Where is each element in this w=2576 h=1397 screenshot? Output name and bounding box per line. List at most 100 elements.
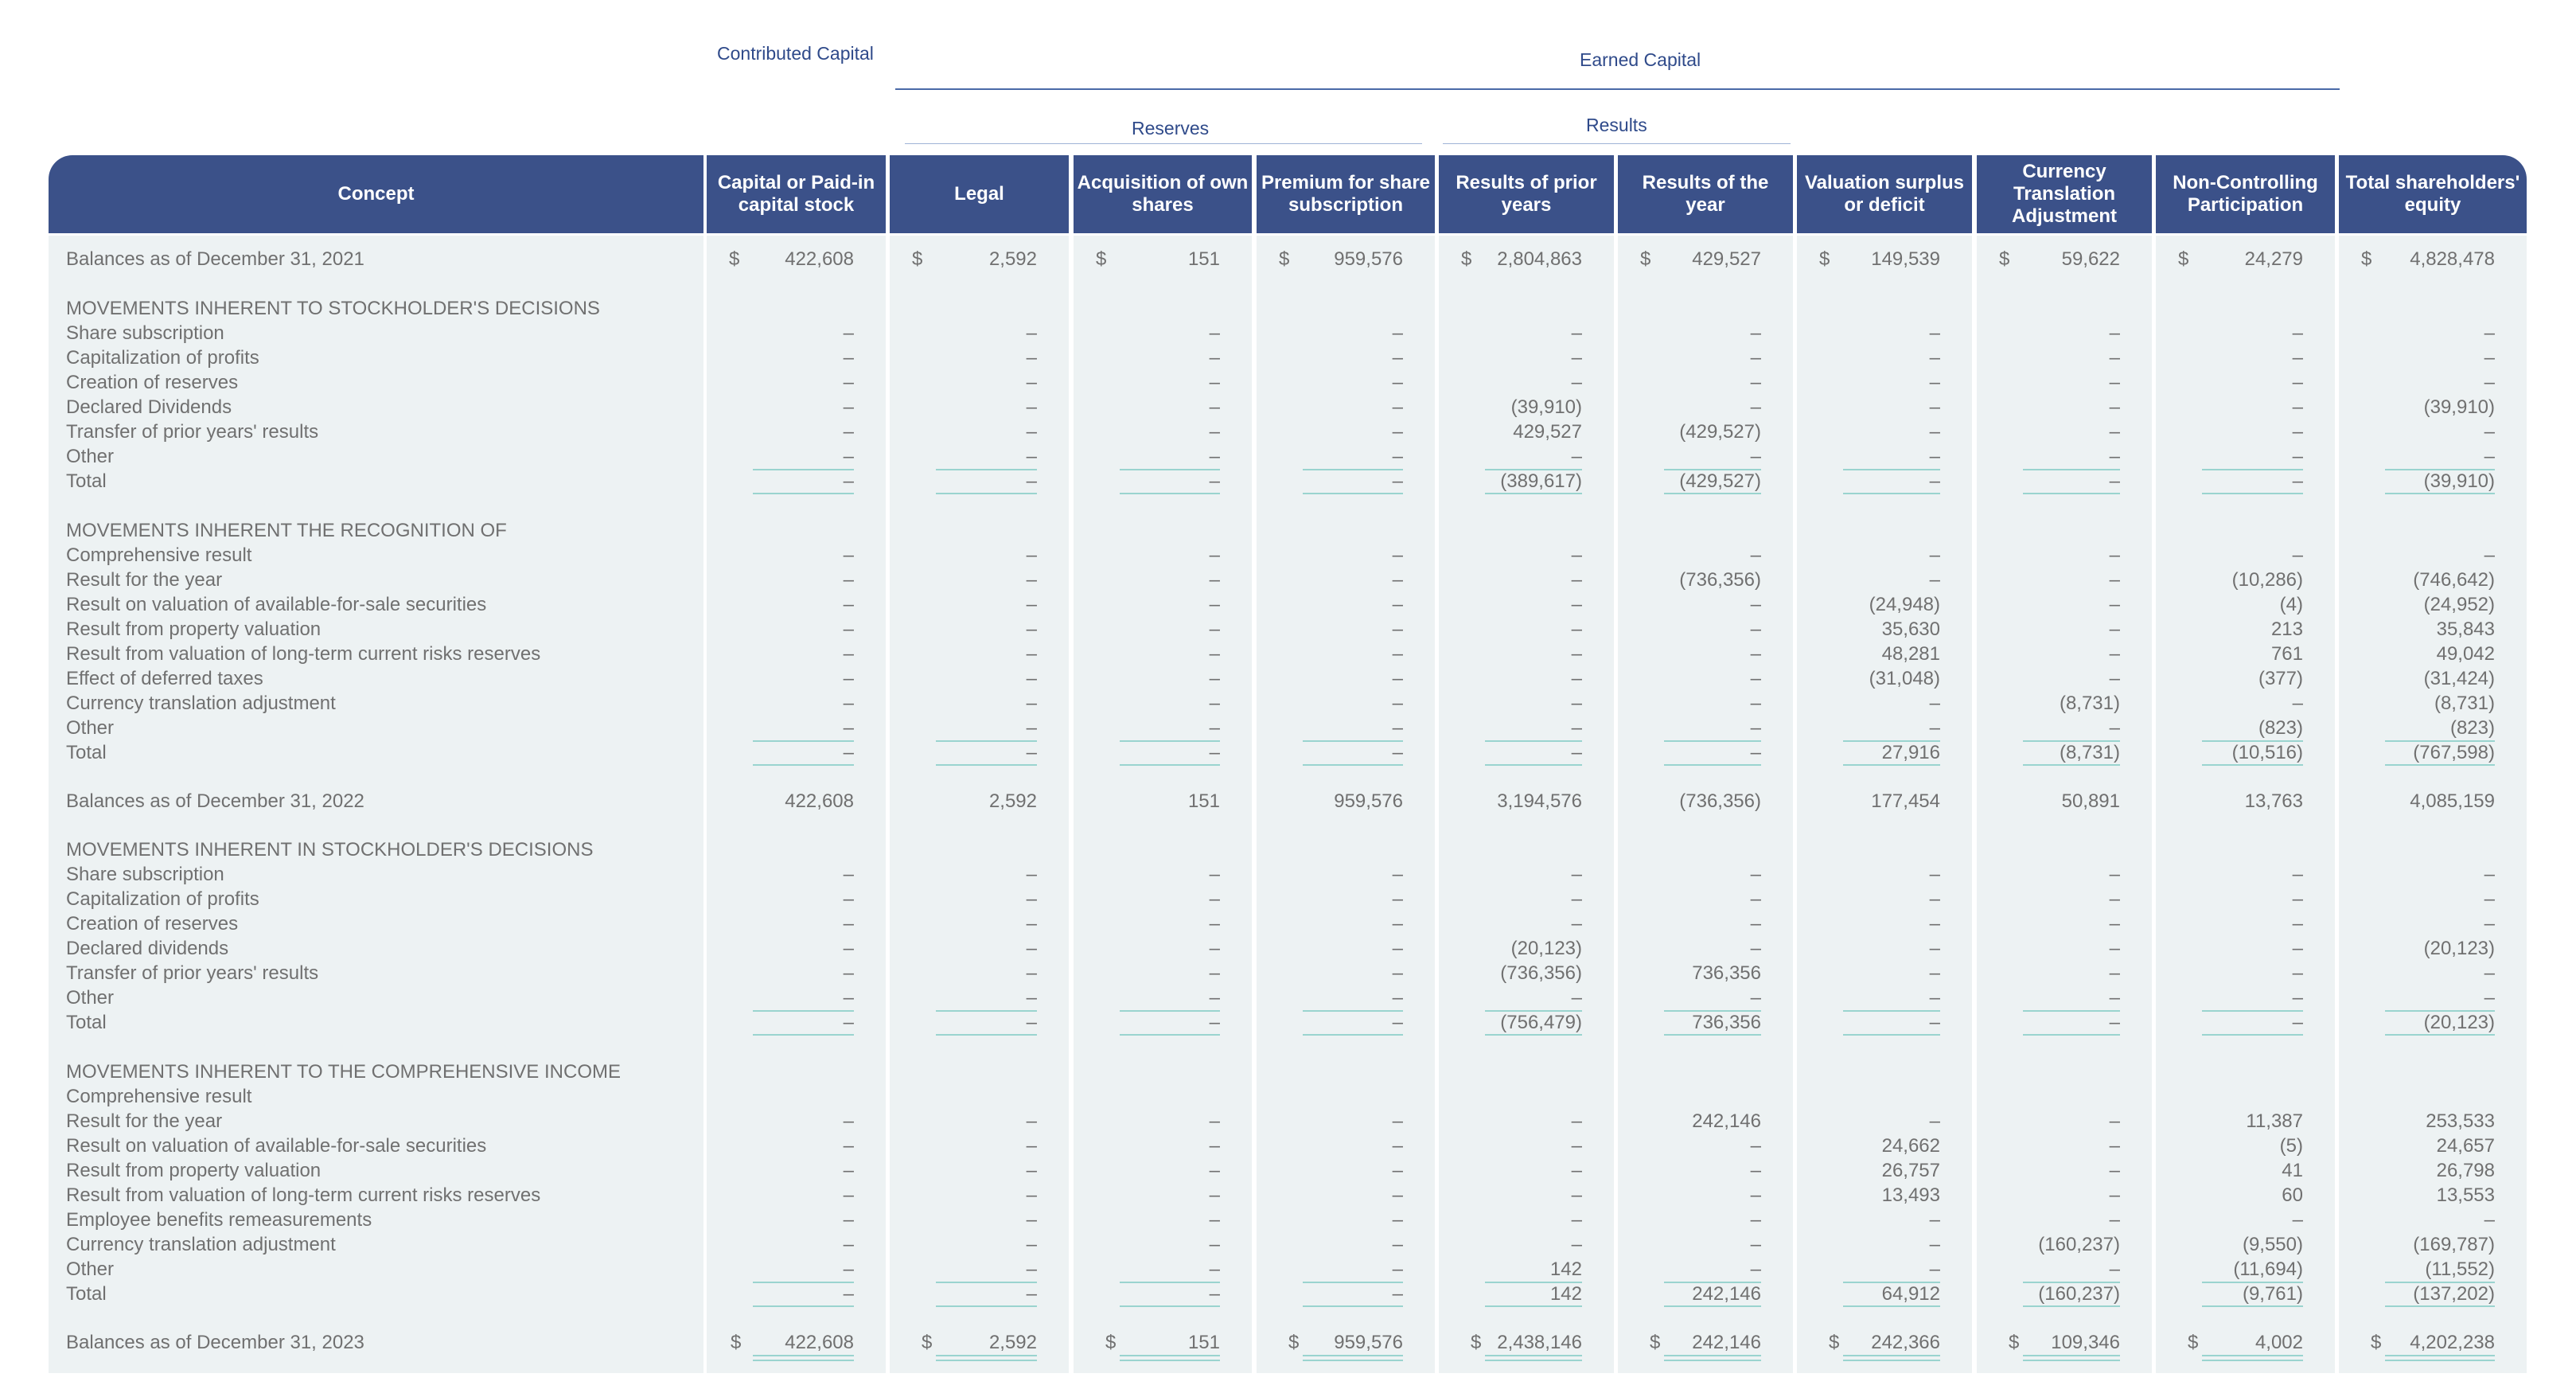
final-double-rule	[2202, 1355, 2303, 1361]
table-cell: 4,085,159	[2410, 790, 2495, 812]
table-cell: –	[1026, 864, 1037, 885]
table-cell: –	[1209, 864, 1220, 885]
total-bottom-rule	[936, 1305, 1037, 1307]
table-cell: 4,828,478	[2410, 248, 2495, 270]
table-cell: –	[2484, 372, 2495, 393]
table-cell: –	[2109, 1110, 2120, 1132]
table-cell: (31,424)	[2423, 668, 2495, 689]
table-cell: –	[1392, 372, 1403, 393]
table-cell: (736,356)	[1679, 790, 1761, 812]
results-rule	[1443, 143, 1791, 144]
total-bottom-rule	[936, 764, 1037, 766]
table-cell: –	[1209, 446, 1220, 467]
column-background-2	[890, 236, 1069, 1373]
table-cell: –	[1750, 693, 1761, 714]
table-cell: –	[843, 470, 854, 492]
currency-symbol: $	[2009, 1332, 2020, 1353]
table-cell: –	[1929, 396, 1940, 418]
table-cell: (169,787)	[2413, 1234, 2495, 1255]
table-cell: –	[2109, 594, 2120, 615]
table-cell: (20,123)	[2423, 1012, 2495, 1033]
row-label: Creation of reserves	[66, 372, 239, 393]
table-cell: –	[1929, 446, 1940, 467]
results-label: Results	[1586, 115, 1647, 135]
table-cell: –	[1750, 987, 1761, 1009]
table-cell: 4,002	[2254, 1332, 2303, 1353]
total-top-rule	[2023, 469, 2120, 470]
table-cell: (160,237)	[2038, 1283, 2120, 1305]
total-bottom-rule	[1843, 493, 1940, 494]
table-cell: –	[1026, 693, 1037, 714]
final-double-rule	[2023, 1355, 2120, 1361]
table-cell: –	[1209, 962, 1220, 984]
table-cell: –	[2292, 372, 2303, 393]
table-cell: 959,576	[1334, 248, 1403, 270]
table-cell: –	[1929, 693, 1940, 714]
table-cell: –	[1571, 1110, 1582, 1132]
column-header-2: Legal	[890, 155, 1069, 233]
table-cell: –	[1929, 322, 1940, 344]
table-cell: –	[1571, 619, 1582, 640]
total-top-rule	[1120, 1010, 1220, 1012]
table-cell	[1821, 1085, 1940, 1109]
table-cell: –	[1026, 569, 1037, 591]
total-bottom-rule	[1843, 764, 1940, 766]
table-cell: 24,662	[1881, 1135, 1940, 1157]
row-label: Share subscription	[66, 864, 224, 885]
section-heading: MOVEMENTS INHERENT TO THE COMPREHENSIVE …	[66, 1061, 621, 1083]
total-top-rule	[2385, 1282, 2495, 1283]
total-top-rule	[1664, 469, 1761, 470]
table-cell: –	[2292, 693, 2303, 714]
table-cell: –	[1750, 1184, 1761, 1206]
final-double-rule	[1303, 1355, 1403, 1361]
table-cell: –	[1571, 1135, 1582, 1157]
row-label: Currency translation adjustment	[66, 1234, 336, 1255]
table-cell: –	[2292, 544, 2303, 566]
table-cell: –	[2109, 668, 2120, 689]
total-top-rule	[1303, 469, 1403, 470]
table-cell	[1280, 1085, 1403, 1109]
table-cell: 149,539	[1871, 248, 1940, 270]
table-cell: –	[1750, 888, 1761, 910]
table-cell: 142	[1549, 1283, 1582, 1305]
table-cell: –	[1929, 470, 1940, 492]
table-cell: 177,454	[1871, 790, 1940, 812]
table-cell: –	[1571, 643, 1582, 665]
total-top-rule	[936, 1010, 1037, 1012]
table-cell: –	[2109, 864, 2120, 885]
row-label: Capitalization of profits	[66, 347, 259, 369]
table-cell: –	[1209, 1160, 1220, 1181]
total-bottom-rule	[1120, 1305, 1220, 1307]
table-cell: –	[2484, 1209, 2495, 1231]
row-label: Employee benefits remeasurements	[66, 1209, 372, 1231]
table-cell: –	[2109, 938, 2120, 959]
table-cell: –	[1209, 1258, 1220, 1280]
currency-symbol: $	[1461, 248, 1472, 270]
table-cell: 35,843	[2436, 619, 2495, 640]
table-cell: –	[1026, 594, 1037, 615]
table-cell: (377)	[2258, 668, 2303, 689]
table-cell: –	[2484, 421, 2495, 443]
table-cell: (756,479)	[1500, 1012, 1582, 1033]
final-double-rule	[1485, 1355, 1582, 1361]
table-cell: –	[1026, 668, 1037, 689]
table-cell: –	[2292, 864, 2303, 885]
table-cell: –	[1026, 347, 1037, 369]
table-cell: –	[843, 1135, 854, 1157]
total-top-rule	[1664, 1010, 1761, 1012]
table-cell	[1463, 1085, 1582, 1109]
row-label: Result from valuation of long-term curre…	[66, 1184, 541, 1206]
table-cell: –	[2484, 544, 2495, 566]
table-cell: 761	[2270, 643, 2303, 665]
table-cell: –	[1929, 569, 1940, 591]
table-cell: –	[1929, 544, 1940, 566]
table-cell: (20,123)	[2423, 938, 2495, 959]
table-cell: –	[1392, 619, 1403, 640]
column-background-8	[1977, 236, 2152, 1373]
table-cell: –	[1571, 544, 1582, 566]
total-top-rule	[1303, 740, 1403, 742]
table-cell: (429,527)	[1679, 470, 1761, 492]
total-bottom-rule	[1664, 764, 1761, 766]
table-cell: 2,438,146	[1497, 1332, 1582, 1353]
table-cell: (39,910)	[1510, 396, 1582, 418]
